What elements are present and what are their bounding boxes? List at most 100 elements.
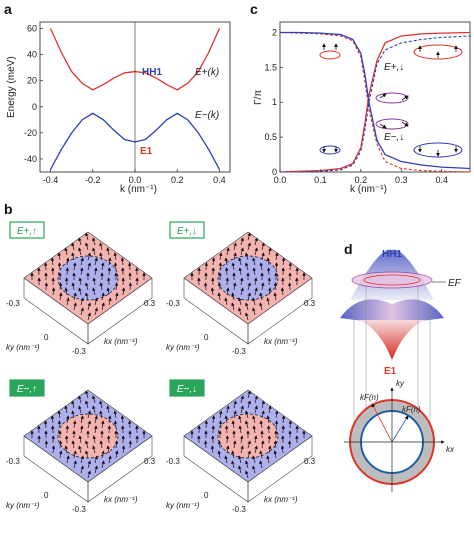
spin-arrow bbox=[99, 252, 103, 261]
y-tick-label: 1.5 bbox=[264, 62, 277, 72]
spin-arrow bbox=[225, 287, 230, 296]
e1-label: E1 bbox=[140, 146, 153, 157]
spin-arrow bbox=[99, 410, 103, 419]
spin-arrow bbox=[87, 302, 91, 311]
spin-arrow bbox=[57, 252, 62, 261]
spin-arrow bbox=[254, 445, 258, 454]
panel-c-plot: 0.0 0.1 0.2 0.3 0.4 0 0.5 1 1.5 2 Γ/π k (nm⁻¹) bbox=[253, 21, 471, 195]
tile-title: E−,↓ bbox=[177, 384, 197, 395]
spin-arrow bbox=[261, 400, 265, 409]
spin-arrow bbox=[245, 252, 249, 261]
spin-arrow bbox=[268, 405, 272, 414]
spin-arrow bbox=[247, 440, 251, 449]
fermi-disc bbox=[351, 271, 433, 289]
spin-arrow bbox=[51, 445, 56, 454]
spin-arrow bbox=[253, 277, 258, 286]
spin-arrow bbox=[259, 420, 264, 429]
spin-arrow bbox=[245, 302, 249, 311]
spin-arrow bbox=[266, 297, 270, 306]
spin-arrow bbox=[78, 435, 83, 444]
spin-arrow bbox=[51, 287, 56, 296]
spin-arrow bbox=[80, 257, 84, 266]
spin-arrow bbox=[239, 435, 244, 444]
spin-texture-tile: E−,↓ -0.3 0 0.3 -0.3 ky (nm⁻¹) kx (nm⁻¹) bbox=[166, 379, 316, 514]
tile-tick-mid: 0 bbox=[44, 491, 49, 500]
x-tick-label: 0.0 bbox=[129, 175, 142, 185]
spin-arrow bbox=[273, 282, 278, 291]
spin-arrow bbox=[64, 445, 69, 454]
spin-arrow bbox=[113, 410, 118, 419]
spin-arrow bbox=[245, 470, 249, 479]
tile-side bbox=[247, 277, 313, 345]
spin-arrow bbox=[85, 292, 89, 301]
spin-arrow bbox=[218, 252, 223, 261]
spin-arrow bbox=[247, 232, 251, 241]
spin-arrow bbox=[94, 465, 98, 474]
tile-side bbox=[87, 435, 153, 503]
spin-arrow bbox=[273, 450, 278, 459]
spin-arrow bbox=[266, 455, 270, 464]
spin-arrow bbox=[266, 415, 271, 424]
spin-arrow bbox=[252, 307, 256, 316]
spin-arrow bbox=[57, 420, 62, 429]
spin-arrow bbox=[94, 455, 98, 464]
series-line bbox=[280, 31, 471, 170]
spin-arrow bbox=[224, 297, 228, 306]
state-label-minus: E−,↓ bbox=[384, 132, 404, 143]
spin-arrow bbox=[259, 450, 263, 459]
spin-arrow bbox=[238, 425, 243, 434]
spin-arrow bbox=[78, 247, 82, 256]
spin-arrow bbox=[259, 292, 263, 301]
tile-title-box bbox=[169, 379, 205, 397]
x-tick-label: 0.4 bbox=[435, 175, 448, 185]
spin-arrow bbox=[92, 435, 97, 444]
e1-cone bbox=[360, 320, 424, 360]
spin-arrow bbox=[79, 267, 84, 276]
spin-texture-tile: E−,↑ -0.3 0 0.3 -0.3 ky (nm⁻¹) kx (nm⁻¹) bbox=[6, 379, 156, 514]
spin-arrow bbox=[231, 292, 235, 301]
y-tick-label: 1 bbox=[272, 97, 277, 107]
tile-side bbox=[87, 277, 153, 345]
y-tick-label: 60 bbox=[27, 24, 37, 34]
spin-arrow bbox=[106, 247, 110, 256]
spin-arrow bbox=[240, 405, 244, 414]
spin-arrow bbox=[233, 242, 237, 251]
spin-arrow bbox=[92, 247, 96, 256]
spin-arrow bbox=[85, 440, 89, 449]
spin-arrow bbox=[218, 420, 223, 429]
spin-arrow bbox=[273, 440, 278, 449]
spin-arrow bbox=[108, 297, 112, 306]
spin-arrow bbox=[254, 405, 258, 414]
tile-tick-bottom: -0.3 bbox=[232, 505, 246, 514]
spin-arrow bbox=[245, 420, 249, 429]
panel-d-label: d bbox=[344, 241, 353, 257]
spin-arrow bbox=[92, 445, 96, 454]
spin-arrow bbox=[238, 297, 242, 306]
panel-c-ylabel: Γ/π bbox=[253, 90, 264, 105]
spin-arrow bbox=[232, 440, 237, 449]
kf-outer-label: kF(n) bbox=[360, 393, 379, 402]
spin-arrow bbox=[79, 425, 84, 434]
spin-arrow bbox=[71, 282, 76, 291]
x-tick-label: 0.3 bbox=[395, 175, 408, 185]
tile-tick-right: 0.3 bbox=[304, 299, 316, 308]
tile-title: E+,↑ bbox=[17, 226, 37, 237]
spin-arrow bbox=[247, 292, 251, 301]
spin-arrow bbox=[78, 395, 82, 404]
e-minus-curve-label: E−(k) bbox=[195, 110, 219, 121]
panel-b-spin-textures: E+,↑ -0.3 0 0.3 -0.3 ky (nm⁻¹) kx (nm⁻¹) E+,↓ -0… bbox=[6, 221, 316, 514]
spin-arrow bbox=[114, 440, 119, 449]
spin-arrow bbox=[252, 425, 257, 434]
spin-arrow bbox=[254, 287, 258, 296]
spin-arrow bbox=[247, 282, 251, 291]
spin-arrow bbox=[252, 257, 256, 266]
spin-arrow bbox=[281, 415, 286, 424]
tile-tick-bottom: -0.3 bbox=[232, 347, 246, 356]
spin-arrow bbox=[101, 292, 105, 301]
tile-title-box bbox=[169, 221, 205, 239]
y-tick-label: 20 bbox=[27, 76, 37, 86]
spin-arrow bbox=[210, 287, 215, 296]
kf-inner-label: kF(n) bbox=[402, 405, 421, 414]
